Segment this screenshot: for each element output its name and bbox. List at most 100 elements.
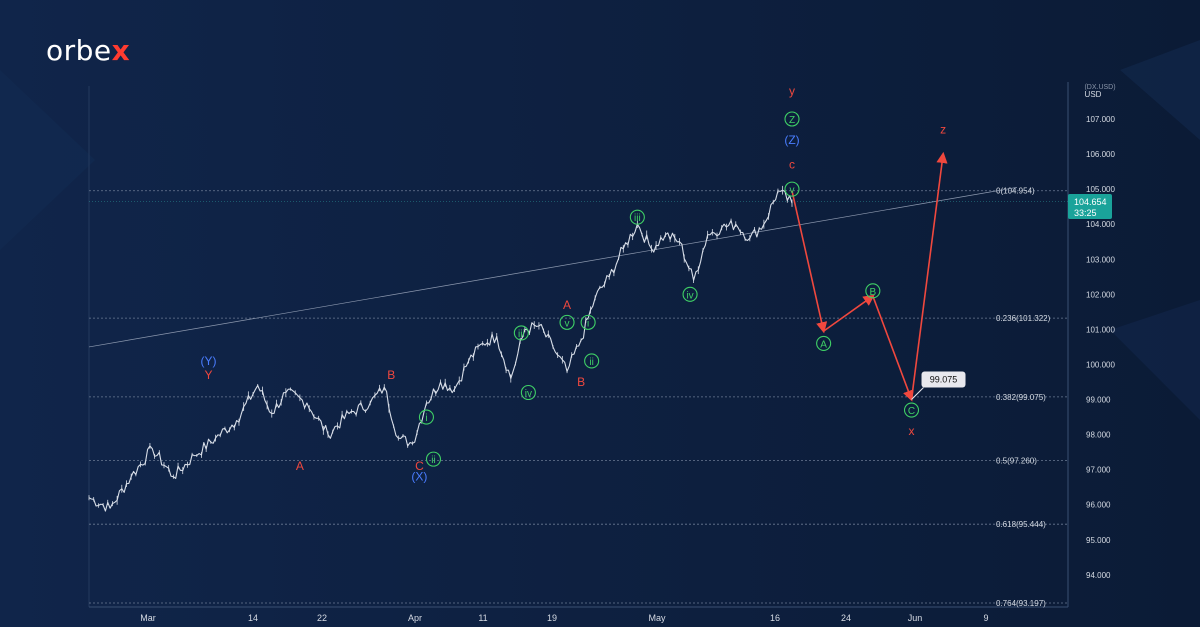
wave-label: Y [205,368,213,382]
wave-label-circle [784,111,800,127]
wave-label: Z [789,115,795,126]
wave-label-circle [682,286,698,302]
x-tick-label: Apr [408,613,422,623]
wave-label: A [563,298,571,312]
currency-pair-label: (DX.USD) [1084,84,1115,91]
y-tick-label: 96.000 [1086,501,1111,510]
time-axis: Mar 14 22 Apr 11 19 May 16 24 Jun 9 [140,613,988,623]
wave-label: iv [525,389,532,400]
decor-chevron-left [0,70,95,250]
wave-label: v [565,318,570,329]
projection-callout-box [921,371,966,388]
projection-callout-pointer [911,387,924,400]
price-series-layer [88,185,793,512]
wave-label-circle [784,181,800,197]
wave-label: x [909,424,915,438]
y-tick-label: 99.000 [1086,396,1111,405]
wave-label-circle [629,209,645,225]
fib-level-label: 0.382(99.075) [996,393,1046,402]
fibonacci-levels: 0(104.954) 0.236(101.322) 0.382(99.075) 0.5… [89,187,1068,608]
wave-label: B [870,287,877,298]
x-tick-label: Mar [140,613,156,623]
fib-level-label: 0.764(93.197) [996,599,1046,608]
x-tick-label: 11 [478,613,487,623]
projection-segment [823,294,875,332]
wave-label: c [789,158,795,172]
y-tick-label: 106.000 [1086,150,1115,159]
y-tick-label: 94.000 [1086,571,1111,580]
projection-segment [872,295,914,402]
wave-label-circle [513,325,529,341]
fib-level-label: 0(104.954) [996,187,1035,196]
x-tick-label: 22 [317,613,327,623]
wave-label-circle [425,451,442,467]
last-price-countdown: 33:25 [1074,208,1097,218]
x-tick-label: 14 [248,613,258,623]
x-tick-label: 24 [841,613,851,623]
wave-label-circle [418,409,434,425]
wave-label-circle [816,335,832,351]
wave-label: (Y) [201,354,217,368]
y-tick-label: 103.000 [1086,255,1115,264]
wave-label: v [790,185,795,196]
wave-label: y [789,84,795,98]
wave-label-circle [903,402,920,418]
wave-label: B [577,375,585,389]
fib-level-label: 0.236(101.322) [996,314,1051,323]
fib-level-label: 0.618(95.444) [996,520,1046,529]
trendline-layer [88,187,1018,348]
last-price-badge [1068,194,1112,219]
brand-x-mark: x [111,34,131,67]
wave-label: C [415,459,424,473]
y-tick-label: 107.000 [1086,115,1115,124]
projection-segment [910,151,948,400]
brand-name: orbe [46,34,112,67]
x-tick-label: 16 [770,613,780,623]
y-tick-label: 104.000 [1086,220,1115,229]
y-tick-label: 105.000 [1086,185,1115,194]
wave-label: B [387,368,395,382]
y-tick-label: 102.000 [1086,290,1115,299]
wave-label-circle [584,353,600,369]
wave-label: ii [589,357,593,368]
wave-label-circle [580,314,596,330]
x-tick-label: Jun [908,613,923,623]
wave-label: ii [431,455,435,466]
y-tick-label: 97.000 [1086,466,1111,475]
projection-segment [791,190,828,334]
wave-label: iii [518,329,525,340]
wave-label: A [820,339,827,350]
y-tick-label: 95.000 [1086,536,1111,545]
price-axis: (DX.USD) USD 107.000 106.000 105.000 104.00… [1084,84,1115,580]
wave-label: z [940,123,946,137]
wave-label: C [908,406,915,417]
currency-label: USD [1085,90,1102,99]
projection-callout-value: 99.075 [930,375,958,385]
x-tick-label: 19 [547,613,557,623]
y-tick-label: 100.000 [1086,360,1115,369]
last-price-value: 104.654 [1074,197,1107,207]
wave-label-circle [559,314,575,330]
wave-label-circle [865,283,881,299]
brand-logo: orbex [46,34,130,67]
decor-shape-right [1120,40,1200,140]
wave-label-circle [520,384,536,401]
last-price-marker: 104.654 33:25 [1068,194,1112,219]
trendline [88,187,1018,348]
wave-label: (Z) [784,133,799,147]
wave-label: iii [634,213,641,224]
wave-label: i [587,318,589,329]
fib-level-label: 0.5(97.260) [996,457,1037,466]
y-tick-label: 101.000 [1086,325,1115,334]
wave-label: (X) [411,470,427,484]
wave-label: i [425,413,427,424]
wave-label: A [296,459,304,473]
wave-label: iv [686,290,693,301]
x-tick-label: May [648,613,666,623]
y-tick-label: 98.000 [1086,431,1111,440]
projection-layer: 99.075 [791,151,966,402]
